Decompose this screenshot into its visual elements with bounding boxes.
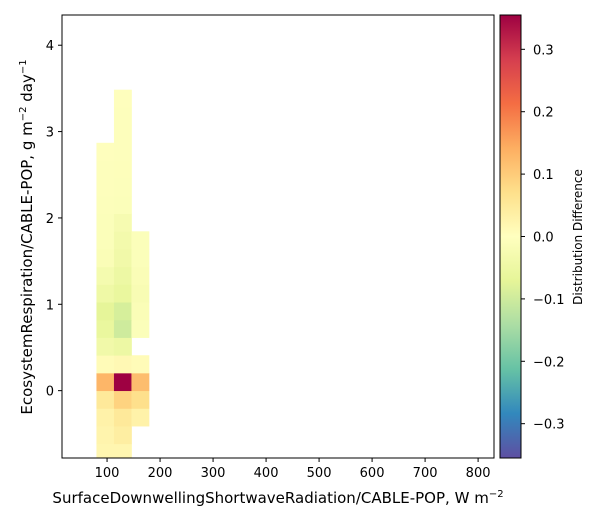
heatmap-cell	[96, 355, 115, 374]
x-axis-label: SurfaceDownwellingShortwaveRadiation/CAB…	[52, 489, 503, 507]
heatmap-cell	[96, 195, 115, 215]
heatmap-cell	[96, 337, 115, 356]
heatmap-cell	[131, 372, 150, 392]
x-tick-label: 300	[201, 466, 226, 481]
heatmap-cell	[96, 390, 115, 409]
heatmap-cell	[131, 355, 150, 374]
heatmap-cell	[113, 266, 132, 285]
heatmap-cell	[113, 160, 132, 179]
heatmap-cell	[113, 355, 132, 374]
x-tick-label: 500	[307, 466, 332, 481]
heatmap-cell	[113, 195, 132, 215]
colorbar-gradient	[499, 14, 522, 459]
colorbar-tick-label: 0.0	[533, 231, 554, 246]
heatmap-cell	[113, 302, 132, 321]
x-tick-label: 700	[413, 466, 438, 481]
heatmap-cell	[131, 284, 150, 303]
x-axis-ticks: 100 200 300 400 500 600 700 800	[95, 458, 491, 481]
heatmap-cell	[96, 213, 115, 232]
heatmap-cell	[113, 390, 132, 409]
colorbar-tick-label: 0.3	[533, 43, 554, 58]
x-tick-label: 400	[254, 466, 279, 481]
heatmap-cell	[131, 231, 150, 250]
plot-frame	[61, 14, 495, 459]
heatmap-cell	[131, 302, 150, 321]
heatmap-cell	[113, 426, 132, 445]
heatmap-cell	[131, 249, 150, 268]
heatmap-cell	[96, 408, 115, 427]
heatmap-cell	[96, 160, 115, 179]
x-tick-label: 800	[466, 466, 491, 481]
heatmap-cell	[131, 266, 150, 285]
heatmap-cell	[113, 319, 132, 338]
heatmap-cell	[113, 125, 132, 144]
heatmap-cell	[113, 337, 132, 356]
colorbar-tick-label: −0.3	[533, 418, 565, 433]
heatmap-cell	[113, 443, 132, 458]
y-tick-label: 0	[46, 385, 54, 400]
heatmap-cell	[131, 319, 150, 338]
heatmap-cell	[96, 302, 115, 321]
y-tick-label: 1	[46, 298, 54, 313]
x-tick-label: 200	[148, 466, 173, 481]
heatmap-cell	[113, 249, 132, 268]
x-tick-label: 600	[360, 466, 385, 481]
heatmap-cells	[96, 89, 150, 458]
heatmap-cell	[96, 443, 115, 458]
colorbar-tick-label: 0.2	[533, 106, 554, 121]
heatmap-cell	[113, 107, 132, 126]
y-tick-label: 4	[46, 39, 54, 54]
heatmap-cell	[96, 266, 115, 285]
colorbar-label: Distribution Difference	[571, 169, 585, 305]
heatmap-cell	[113, 213, 132, 232]
heatmap-cell	[113, 178, 132, 197]
y-tick-label: 3	[46, 126, 54, 141]
heatmap-cell	[96, 249, 115, 268]
heatmap-cell	[113, 142, 132, 161]
y-tick-label: 2	[46, 212, 54, 227]
colorbar-tick-label: −0.2	[533, 355, 565, 370]
heatmap-cell	[113, 89, 132, 108]
heatmap-cell	[96, 319, 115, 338]
heatmap-cell	[113, 231, 132, 250]
x-tick-label: 100	[95, 466, 120, 481]
colorbar-tick-label: −0.1	[533, 293, 565, 308]
heatmap-cell	[96, 231, 115, 250]
heatmap-cell	[113, 372, 132, 392]
heatmap-cell	[96, 284, 115, 303]
heatmap-cell	[113, 284, 132, 303]
heatmap-cell	[96, 142, 115, 161]
heatmap-cell	[113, 408, 132, 427]
colorbar-tick-label: 0.1	[533, 168, 554, 183]
y-axis-ticks: 0 1 2 3 4	[46, 39, 62, 400]
heatmap-cell	[131, 408, 150, 427]
heatmap-cell	[96, 178, 115, 197]
heatmap-cell	[96, 372, 115, 392]
heatmap-cell	[131, 390, 150, 409]
colorbar-ticks: −0.3 −0.2 −0.1 0.0 0.1 0.2 0.3	[521, 43, 565, 433]
y-axis-label: EcosystemRespiration/CABLE-POP, g m−2 da…	[18, 59, 36, 414]
heatmap-cell	[96, 426, 115, 445]
